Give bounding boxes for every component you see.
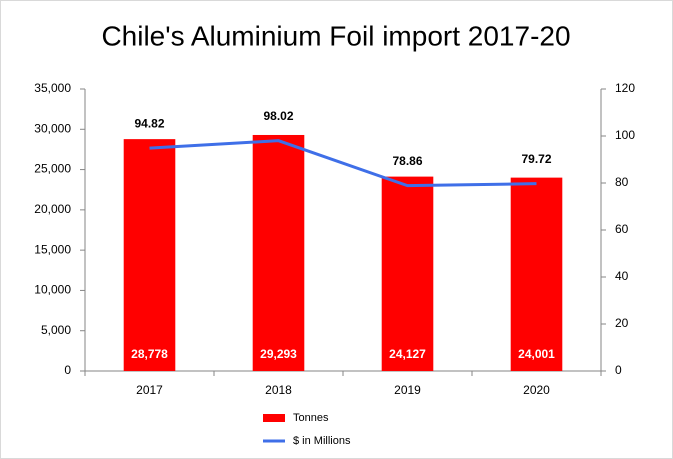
bar-value-label: 24,127 <box>389 347 426 361</box>
y-tick-label: 30,000 <box>34 121 71 135</box>
line-value-label: 79.72 <box>521 152 551 166</box>
chart-title: Chile's Aluminium Foil import 2017-20 <box>101 20 570 51</box>
y2-tick-label: 0 <box>615 363 622 377</box>
y2-tick-label: 80 <box>615 175 629 189</box>
y2-tick-label: 60 <box>615 222 629 236</box>
bar <box>123 139 176 371</box>
bar <box>252 134 305 371</box>
line <box>149 139 537 188</box>
y-tick-label: 15,000 <box>34 242 71 256</box>
y2-tick-label: 40 <box>615 269 629 283</box>
legend-swatch <box>263 414 285 422</box>
y2-tick-label: 20 <box>615 316 629 330</box>
bar-value-label: 28,778 <box>131 347 168 361</box>
line-value-label: 98.02 <box>263 109 293 123</box>
line-value-label: 78.86 <box>392 154 422 168</box>
bar-value-label: 29,293 <box>260 347 297 361</box>
y-tick-label: 5,000 <box>41 323 71 337</box>
y-tick-label: 20,000 <box>34 202 71 216</box>
line-value-label: 94.82 <box>134 116 164 130</box>
legend-label: Tonnes <box>293 412 329 424</box>
y2-tick-label: 120 <box>615 81 635 95</box>
y-tick-label: 0 <box>64 363 71 377</box>
x-tick-label: 2018 <box>265 383 292 397</box>
bar <box>510 177 563 371</box>
bar <box>381 176 434 371</box>
y2-tick-label: 100 <box>615 128 635 142</box>
y-tick-label: 10,000 <box>34 283 71 297</box>
y-tick-label: 35,000 <box>34 81 71 95</box>
y-tick-label: 25,000 <box>34 162 71 176</box>
x-tick-label: 2019 <box>394 383 421 397</box>
legend-label: $ in Millions <box>293 435 351 447</box>
x-tick-label: 2017 <box>136 383 163 397</box>
x-tick-label: 2020 <box>523 383 550 397</box>
bar-value-label: 24,001 <box>518 347 555 361</box>
